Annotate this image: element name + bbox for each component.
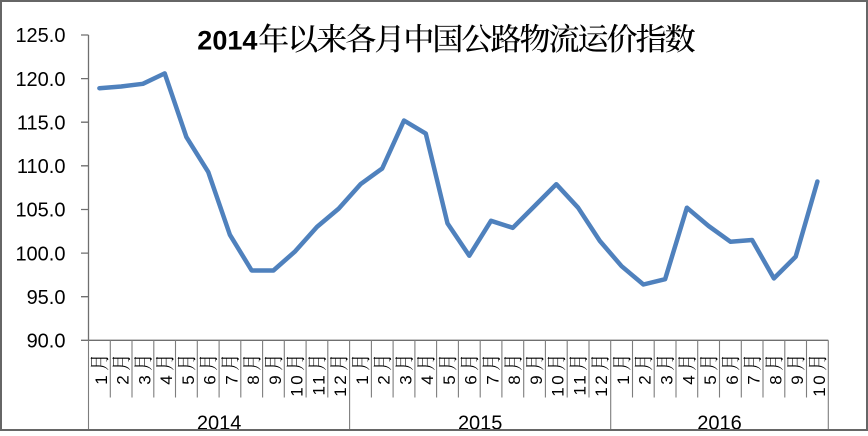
svg-text:10: 10 — [288, 373, 307, 397]
svg-text:1: 1 — [92, 375, 111, 384]
svg-text:11: 11 — [309, 373, 328, 396]
svg-text:5: 5 — [440, 375, 459, 384]
svg-text:105.0: 105.0 — [15, 200, 65, 222]
svg-text:8: 8 — [766, 375, 785, 384]
svg-text:5: 5 — [179, 375, 198, 384]
svg-text:2016: 2016 — [697, 413, 742, 432]
svg-text:7: 7 — [483, 375, 502, 384]
svg-text:2: 2 — [114, 375, 133, 384]
svg-text:12: 12 — [331, 373, 350, 397]
svg-text:100.0: 100.0 — [15, 243, 65, 265]
svg-text:6: 6 — [201, 375, 220, 384]
svg-text:125.0: 125.0 — [15, 25, 65, 47]
svg-text:8: 8 — [505, 375, 524, 384]
svg-text:2014: 2014 — [197, 413, 242, 432]
svg-text:2: 2 — [636, 375, 655, 384]
svg-text:7: 7 — [745, 375, 764, 384]
svg-text:2014: 2014 — [197, 26, 257, 56]
svg-text:8: 8 — [244, 375, 263, 384]
svg-text:11: 11 — [570, 373, 589, 396]
svg-text:120.0: 120.0 — [15, 69, 65, 91]
svg-text:5: 5 — [701, 375, 720, 384]
svg-text:3: 3 — [396, 375, 415, 384]
svg-text:3: 3 — [657, 375, 676, 384]
svg-text:10: 10 — [810, 373, 829, 397]
svg-text:110.0: 110.0 — [17, 156, 66, 178]
svg-text:1: 1 — [353, 375, 372, 384]
svg-text:6: 6 — [462, 375, 481, 384]
svg-text:95.0: 95.0 — [27, 287, 66, 309]
svg-text:115.0: 115.0 — [17, 112, 66, 134]
svg-text:12: 12 — [592, 373, 611, 397]
svg-text:2: 2 — [375, 375, 394, 384]
svg-text:2015: 2015 — [458, 413, 503, 432]
svg-text:10: 10 — [549, 373, 568, 397]
svg-text:4: 4 — [418, 375, 437, 384]
svg-text:7: 7 — [222, 375, 241, 384]
svg-text:3: 3 — [135, 375, 154, 384]
svg-text:9: 9 — [788, 375, 807, 384]
svg-text:9: 9 — [266, 375, 285, 384]
svg-text:90.0: 90.0 — [27, 331, 66, 353]
svg-text:1: 1 — [614, 375, 633, 384]
svg-text:9: 9 — [527, 375, 546, 384]
svg-text:4: 4 — [679, 375, 698, 384]
svg-text:4: 4 — [157, 375, 176, 384]
svg-text:6: 6 — [723, 375, 742, 384]
